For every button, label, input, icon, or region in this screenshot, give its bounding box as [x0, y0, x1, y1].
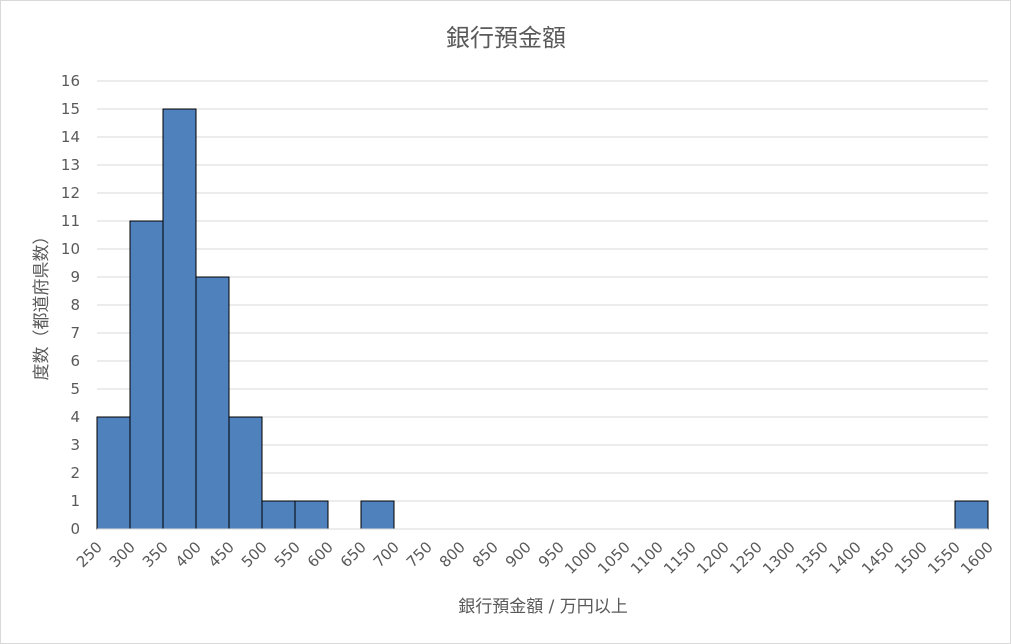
- y-axis-title: 度数（都道府県数）: [32, 228, 52, 381]
- chart-title: 銀行預金額: [446, 24, 566, 52]
- x-tick-label: 900: [502, 538, 535, 571]
- x-axis-title: 銀行預金額 / 万円以上: [458, 597, 628, 617]
- histogram-bar: [228, 416, 263, 530]
- histogram-bar: [954, 500, 989, 530]
- histogram-bar: [360, 500, 395, 530]
- x-tick-label: 1450: [858, 538, 898, 578]
- y-tick-label: 13: [61, 156, 80, 174]
- x-tick-label: 350: [139, 538, 172, 571]
- y-tick-label: 12: [61, 184, 80, 202]
- x-axis-tick-labels: 250 300 350 400 450 500 550 600 650 700 750 800 850 9…: [73, 538, 997, 578]
- x-tick-label: 1050: [594, 538, 634, 578]
- x-tick-label: 550: [271, 538, 304, 571]
- x-tick-label: 500: [238, 538, 271, 571]
- x-tick-label: 1000: [561, 538, 601, 578]
- y-tick-label: 5: [70, 380, 80, 398]
- x-tick-label: 1250: [726, 538, 766, 578]
- y-tick-label: 1: [70, 492, 80, 510]
- x-tick-label: 1550: [924, 538, 964, 578]
- y-tick-label: 6: [70, 352, 80, 370]
- x-tick-label: 1150: [660, 538, 700, 578]
- histogram-bar: [294, 500, 329, 530]
- y-tick-label: 0: [70, 520, 80, 538]
- y-tick-label: 16: [61, 72, 80, 90]
- x-tick-label: 1300: [759, 538, 799, 578]
- x-tick-label: 300: [106, 538, 139, 571]
- y-tick-label: 4: [70, 408, 80, 426]
- histogram-bar: [162, 108, 197, 530]
- x-tick-label: 450: [205, 538, 238, 571]
- gridlines: [97, 80, 988, 502]
- x-tick-label: 1600: [957, 538, 997, 578]
- x-tick-label: 600: [304, 538, 337, 571]
- x-tick-label: 250: [73, 538, 106, 571]
- histogram-bar: [261, 500, 296, 530]
- x-tick-label: 1500: [891, 538, 931, 578]
- x-tick-label: 1400: [825, 538, 865, 578]
- y-tick-label: 15: [61, 100, 80, 118]
- x-tick-label: 700: [370, 538, 403, 571]
- histogram-bar: [195, 276, 230, 530]
- y-tick-label: 14: [61, 128, 80, 146]
- x-tick-label: 750: [403, 538, 436, 571]
- histogram-bar: [96, 416, 131, 530]
- x-tick-label: 850: [469, 538, 502, 571]
- x-tick-label: 1200: [693, 538, 733, 578]
- x-tick-label: 400: [172, 538, 205, 571]
- x-tick-label: 1350: [792, 538, 832, 578]
- x-tick-label: 650: [337, 538, 370, 571]
- bars: [96, 108, 989, 530]
- y-tick-label: 2: [70, 464, 80, 482]
- histogram-bar: [129, 220, 164, 530]
- y-tick-label: 3: [70, 436, 80, 454]
- x-tick-label: 1100: [627, 538, 667, 578]
- y-tick-label: 9: [70, 268, 80, 286]
- y-tick-label: 8: [70, 296, 80, 314]
- y-tick-label: 7: [70, 324, 80, 342]
- x-tick-label: 800: [436, 538, 469, 571]
- y-tick-label: 10: [61, 240, 80, 258]
- y-tick-label: 11: [61, 212, 80, 230]
